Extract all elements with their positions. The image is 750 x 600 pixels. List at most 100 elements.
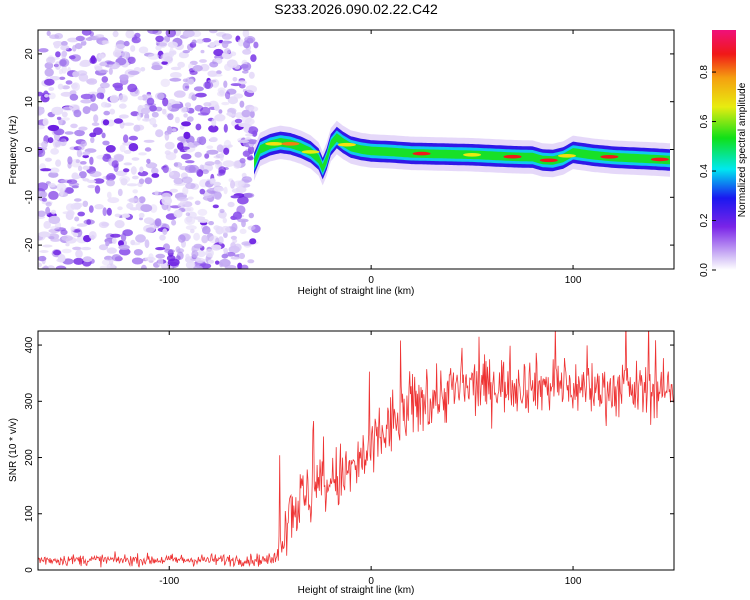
noise-speckle [132, 189, 138, 194]
noise-speckle [75, 159, 80, 164]
noise-speckle [98, 244, 109, 251]
noise-speckle [162, 164, 169, 174]
noise-speckle [38, 210, 46, 217]
noise-speckle [98, 40, 103, 45]
noise-speckle [44, 94, 49, 98]
noise-speckle [253, 41, 259, 49]
noise-speckle [38, 182, 48, 191]
noise-speckle [126, 183, 138, 187]
noise-speckle [167, 41, 178, 48]
noise-speckle [154, 190, 159, 196]
noise-speckle [205, 248, 214, 258]
noise-speckle [191, 94, 197, 101]
noise-speckle [218, 109, 223, 114]
noise-speckle [44, 78, 55, 86]
noise-speckle [56, 182, 67, 192]
noise-speckle [82, 200, 89, 207]
spectrogram-y-tick-label: 10 [24, 96, 35, 108]
noise-speckle [233, 160, 242, 169]
snr-x-tick-label: -100 [159, 576, 179, 587]
noise-speckle [176, 197, 189, 202]
noise-speckle [108, 174, 116, 180]
noise-speckle [122, 122, 135, 126]
noise-speckle [79, 61, 91, 67]
noise-speckle [68, 55, 76, 60]
noise-speckle [181, 121, 191, 127]
noise-speckle [88, 205, 94, 213]
noise-speckle [209, 42, 216, 48]
noise-speckle [121, 51, 130, 58]
noise-speckle [191, 39, 197, 45]
noise-speckle [167, 258, 180, 267]
noise-speckle [164, 141, 175, 150]
noise-speckle [171, 103, 184, 109]
noise-speckle [38, 48, 49, 53]
noise-speckle [82, 154, 89, 159]
noise-speckle [182, 186, 189, 196]
noise-speckle [112, 30, 119, 38]
noise-speckle [213, 48, 224, 57]
noise-speckle [230, 83, 242, 87]
noise-speckle [74, 43, 83, 50]
noise-speckle [206, 149, 219, 155]
noise-speckle [114, 220, 125, 229]
noise-speckle [50, 148, 59, 155]
noise-speckle [136, 112, 142, 121]
noise-speckle [242, 49, 252, 55]
noise-speckle [94, 66, 103, 71]
noise-speckle [65, 203, 75, 212]
noise-speckle [192, 65, 203, 72]
noise-speckle [237, 180, 245, 188]
colorbar-tick-label: 0.2 [699, 213, 710, 227]
noise-speckle [81, 30, 92, 36]
noise-speckle [78, 202, 83, 208]
noise-speckle [105, 145, 116, 153]
noise-speckle [105, 174, 111, 181]
noise-speckle [58, 58, 70, 67]
noise-speckle [76, 149, 82, 158]
noise-speckle [45, 202, 52, 207]
noise-speckle [182, 30, 195, 38]
noise-speckle [70, 123, 78, 129]
noise-speckle [128, 197, 141, 204]
noise-speckle [80, 161, 87, 165]
noise-speckle [173, 177, 184, 185]
snr-y-tick-label: 0 [24, 567, 35, 573]
noise-speckle [61, 41, 68, 46]
noise-speckle [66, 210, 75, 217]
noise-speckle [48, 92, 56, 100]
noise-speckle [239, 158, 246, 164]
noise-speckle [38, 124, 45, 130]
noise-speckle [42, 244, 53, 248]
noise-speckle [99, 62, 108, 67]
spectrogram-y-tick-label: -20 [24, 237, 35, 252]
noise-speckle [195, 92, 207, 98]
noise-speckle [82, 165, 90, 170]
noise-speckle [170, 66, 182, 71]
noise-speckle [230, 256, 241, 260]
noise-speckle [64, 131, 74, 135]
noise-speckle [101, 132, 106, 139]
noise-speckle [80, 93, 93, 100]
noise-speckle [173, 162, 183, 168]
noise-speckle [61, 117, 70, 121]
noise-speckle [102, 119, 110, 126]
noise-speckle [101, 259, 112, 266]
ridge-peak [301, 150, 320, 154]
noise-speckle [41, 197, 48, 202]
noise-speckle [221, 253, 229, 259]
noise-speckle [241, 109, 251, 118]
noise-speckle [164, 132, 170, 141]
noise-speckle [207, 259, 215, 264]
noise-speckle [49, 34, 60, 39]
noise-speckle [130, 242, 141, 246]
noise-speckle [230, 235, 237, 240]
noise-speckle [231, 188, 240, 193]
noise-speckle [114, 213, 121, 218]
noise-speckle [61, 85, 70, 90]
noise-speckle [119, 175, 131, 183]
noise-speckle [74, 216, 80, 222]
noise-speckle [199, 59, 207, 63]
ridge-peak [337, 142, 356, 147]
